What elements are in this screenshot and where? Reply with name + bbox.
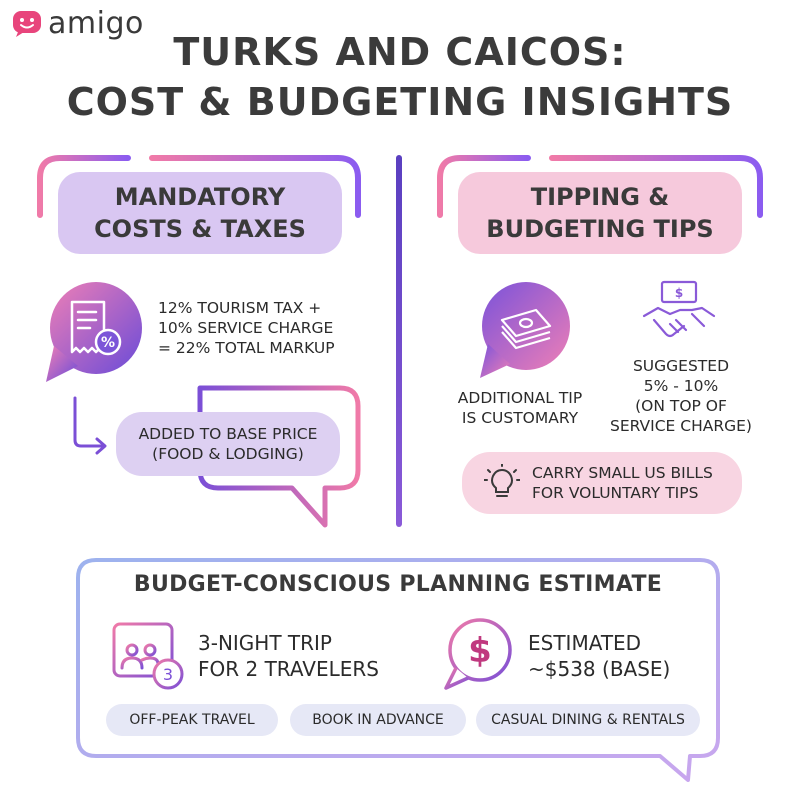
cost-estimate: ESTIMATED ~$538 (BASE) (528, 630, 670, 682)
small-bills-tip: CARRY SMALL US BILLS FOR VOLUNTARY TIPS (462, 452, 742, 514)
calendar-travelers-icon: 3 (112, 616, 184, 690)
dollar-bubble-icon: $ (444, 618, 512, 690)
handshake-money-icon: $ (642, 280, 716, 338)
tax-breakdown: 12% TOURISM TAX + 10% SERVICE CHARGE = 2… (158, 298, 335, 358)
bills-line: CARRY SMALL US BILLS (532, 464, 713, 482)
bills-line: FOR VOLUNTARY TIPS (532, 484, 699, 502)
mandatory-costs-heading: MANDATORY COSTS & TAXES (58, 172, 342, 254)
added-to-base-note: ADDED TO BASE PRICE (FOOD & LODGING) (116, 412, 340, 476)
chat-smile-icon (13, 10, 41, 37)
lightbulb-icon (484, 464, 520, 497)
tax-line: = 22% TOTAL MARKUP (158, 339, 335, 357)
trip-line: FOR 2 TRAVELERS (198, 657, 379, 681)
cost-line: ESTIMATED (528, 631, 642, 655)
heading-line: TIPPING & (530, 183, 670, 211)
suggest-line: SERVICE CHARGE) (610, 417, 752, 435)
tax-line: 12% TOURISM TAX + (158, 299, 322, 317)
calendar-badge: 3 (163, 665, 173, 684)
tag-off-peak: OFF-PEAK TRAVEL (106, 704, 278, 736)
svg-text:%: % (101, 335, 115, 351)
brand-name: amigo (48, 6, 144, 41)
page-title-line1: TURKS AND CAICOS: (173, 30, 627, 74)
heading-line: MANDATORY (114, 183, 286, 211)
page-title-line2: COST & BUDGETING INSIGHTS (66, 80, 734, 124)
tipping-tips-heading: TIPPING & BUDGETING TIPS (458, 172, 742, 254)
note-line: (FOOD & LODGING) (152, 445, 304, 463)
suggested-tip-range: SUGGESTED 5% - 10% (ON TOP OF SERVICE CH… (596, 356, 766, 436)
tip-line: IS CUSTOMARY (461, 409, 579, 427)
brand-logo: amigo (12, 6, 144, 41)
small-bills-text: CARRY SMALL US BILLS FOR VOLUNTARY TIPS (532, 463, 713, 503)
cash-stack-icon (480, 282, 570, 378)
heading-line: BUDGETING TIPS (486, 215, 714, 243)
section-divider (396, 155, 402, 527)
suggest-line: SUGGESTED (632, 357, 730, 375)
heading-line: COSTS & TAXES (94, 215, 306, 243)
tag-book-advance: BOOK IN ADVANCE (290, 704, 466, 736)
estimate-heading: BUDGET-CONSCIOUS PLANNING ESTIMATE (133, 572, 663, 597)
note-line: ADDED TO BASE PRICE (138, 425, 318, 443)
tip-line: ADDITIONAL TIP (457, 389, 583, 407)
svg-text:$: $ (468, 631, 492, 671)
receipt-percent-icon: % (46, 282, 142, 382)
svg-text:$: $ (675, 286, 683, 300)
cost-line: ~$538 (BASE) (528, 657, 671, 681)
trip-summary: 3-NIGHT TRIP FOR 2 TRAVELERS (198, 630, 379, 682)
additional-tip-note: ADDITIONAL TIP IS CUSTOMARY (450, 388, 590, 428)
suggest-line: 5% - 10% (643, 377, 719, 395)
suggest-line: (ON TOP OF (635, 397, 727, 415)
tag-casual-dining: CASUAL DINING & RENTALS (476, 704, 700, 736)
tax-line: 10% SERVICE CHARGE (158, 319, 334, 337)
trip-line: 3-NIGHT TRIP (198, 631, 332, 655)
